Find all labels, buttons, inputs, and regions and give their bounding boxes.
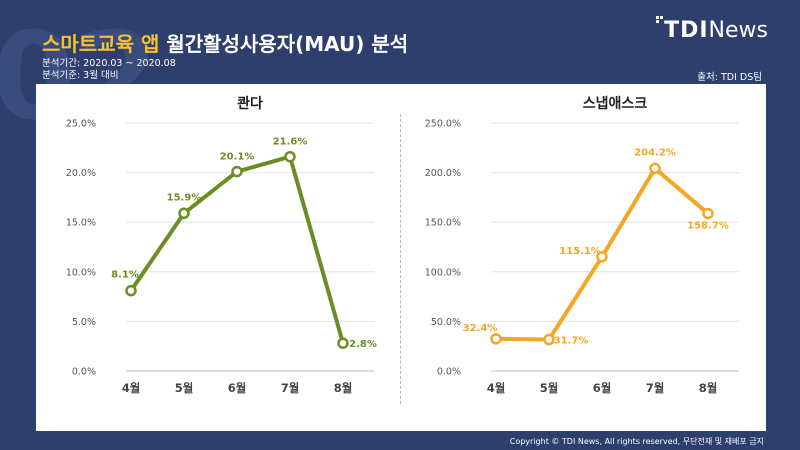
data-point (337, 337, 349, 349)
y-tick-label: 20.0% (66, 168, 96, 179)
data-point (178, 207, 190, 220)
chart-title: 콴다 (237, 95, 263, 112)
source-label: 출처: TDI DS팀 (697, 72, 762, 83)
y-tick-label: 150.0% (425, 218, 461, 229)
title-highlight: 스마트교육 앱 (42, 32, 160, 56)
x-tick-label: 6월 (593, 381, 612, 395)
y-tick-label: 50.0% (431, 317, 461, 328)
logo-bold: TDI (664, 18, 709, 43)
data-label: 204.2% (634, 147, 676, 158)
x-tick-label: 8월 (699, 381, 718, 395)
y-tick-label: 0.0% (437, 367, 461, 378)
data-point (284, 150, 296, 163)
x-tick-label: 5월 (540, 381, 559, 395)
series-line (129, 154, 345, 346)
y-tick-label: 200.0% (425, 168, 461, 179)
x-tick-label: 8월 (334, 381, 353, 395)
data-label: 31.7% (554, 336, 589, 347)
chart-panel: 콴다 0.0% 5.0% 10.0% 15.0% 20.0% 25.0% 4월 5월 6월 7월 8월… (36, 84, 766, 431)
chart-qanda: 콴다 0.0% 5.0% 10.0% 15.0% 20.0% 25.0% 4월 5월 6월 7월 8월… (66, 95, 377, 395)
chart-title: 스냅애스크 (583, 96, 648, 112)
analysis-basis: 분석기준: 3월 대비 (42, 70, 119, 81)
y-tick-label: 250.0% (425, 119, 461, 130)
data-label: 15.9% (167, 192, 202, 203)
y-tick-label: 25.0% (66, 119, 96, 130)
title-rest: 월간활성사용자(MAU) 분석 (166, 32, 409, 56)
data-label: 20.1% (220, 152, 255, 163)
copyright-footer: Copyright © TDI News, All rights reserve… (509, 437, 764, 446)
data-label: 2.8% (349, 339, 377, 350)
data-point (231, 165, 243, 178)
data-point (490, 333, 502, 345)
data-point (702, 207, 714, 220)
y-tick-label: 0.0% (72, 367, 96, 378)
data-label: 115.1% (559, 246, 601, 257)
x-tick-label: 5월 (175, 381, 194, 395)
y-tick-label: 5.0% (72, 317, 96, 328)
page-title: 스마트교육 앱 월간활성사용자(MAU) 분석 (42, 28, 408, 57)
x-tick-label: 4월 (122, 381, 141, 395)
logo-dots-icon (656, 16, 664, 24)
data-point (125, 284, 137, 297)
chart-snapask: 스냅애스크 0.0% 50.0% 100.0% 150.0% 200.0% 250.0% 4월… (425, 96, 739, 395)
panel-divider (400, 114, 401, 404)
data-point (543, 333, 555, 346)
data-point (596, 251, 608, 263)
data-point (649, 162, 661, 175)
analysis-period: 분석기간: 2020.03 ~ 2020.08 (42, 58, 176, 69)
x-tick-label: 4월 (487, 381, 506, 395)
logo-light: News (708, 18, 768, 43)
y-tick-label: 10.0% (66, 267, 96, 278)
x-tick-label: 7월 (281, 381, 300, 395)
data-label: 21.6% (273, 137, 308, 148)
data-label: 8.1% (111, 270, 139, 281)
data-label: 32.4% (463, 323, 498, 334)
y-tick-label: 100.0% (425, 267, 461, 278)
x-tick-label: 7월 (646, 381, 665, 395)
x-tick-label: 6월 (228, 381, 247, 395)
data-label: 158.7% (687, 221, 729, 232)
brand-logo: TDINews (656, 16, 768, 43)
y-tick-label: 15.0% (66, 218, 96, 229)
